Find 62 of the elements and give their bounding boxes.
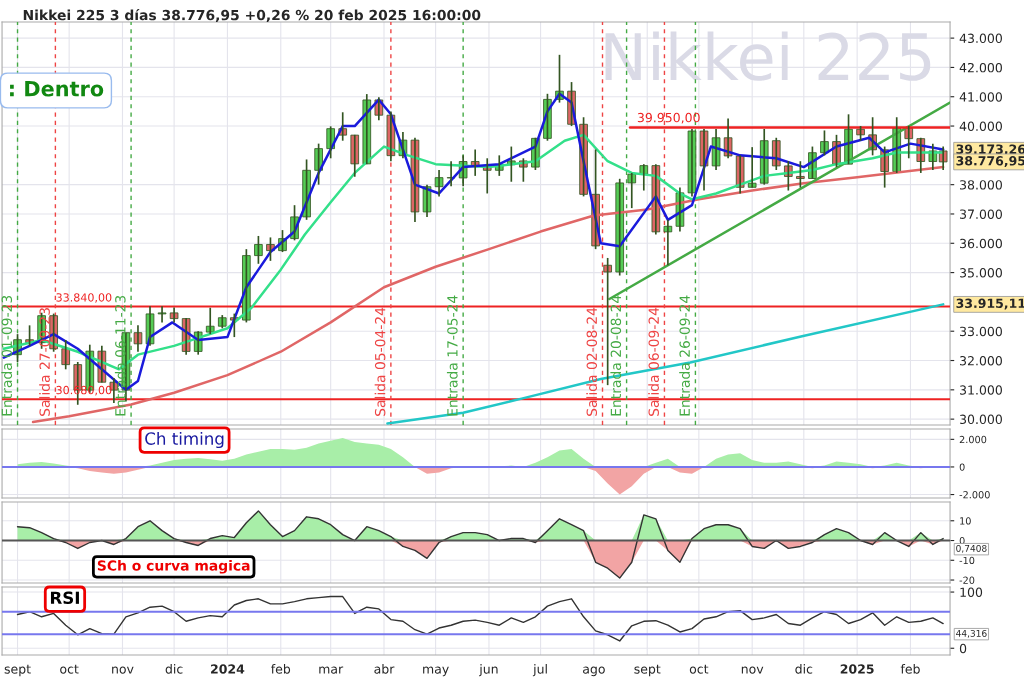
x-tick-label: ago (583, 666, 605, 677)
y-tick-label: 10 (960, 517, 971, 525)
chart-title: Nikkei 225 3 días 38.776,95 +0,26 % 20 feb 2025 16:00:00 (23, 9, 481, 23)
x-tick-label: may (423, 666, 449, 677)
ref-line-label: Entrada 17-05-24 (446, 295, 458, 416)
annotation: : Dentro (10, 81, 104, 97)
line-series (16, 510, 944, 579)
y-tick-label: 0 (959, 643, 967, 654)
y-tick-label: -2.000 (959, 491, 990, 499)
candlestick (663, 219, 673, 267)
candlestick (254, 235, 263, 265)
y-tick-label: 30.000 (960, 414, 1002, 425)
ref-line-label: Entrada 26-09-24 (679, 295, 690, 416)
y-tick-label: 0 (959, 537, 965, 545)
y-tick-label: 33.000 (960, 326, 1002, 337)
y-tick-label: -10 (959, 556, 975, 565)
x-tick-label: oct (689, 664, 709, 674)
ref-line-label: Entrada 01-09-23 (1, 295, 13, 416)
chart-title: RSI (50, 591, 79, 605)
x-tick-label: feb (271, 664, 291, 674)
x-tick-label: 2025 (840, 664, 874, 674)
x-tick-label: jul (532, 664, 547, 677)
y-tick-label: 31.000 (960, 385, 1002, 395)
text: 0,7408 (956, 544, 987, 553)
y-tick-label: 0 (959, 463, 965, 471)
ref-line-label: Salida 05-04-24 (374, 307, 386, 416)
y-tick-label: 37.000 (960, 209, 1002, 219)
x-tick-label: jun (479, 664, 498, 677)
ref-line-label: Salida 27-09-23 (39, 308, 50, 416)
candlestick (157, 305, 167, 324)
x-tick-label: sept (634, 664, 661, 677)
x-tick-label: nov (741, 666, 764, 674)
chart-title: Ch timing (145, 431, 224, 449)
y-tick-label: 32.000 (960, 355, 1002, 366)
annotation: 39.950,00 (637, 112, 700, 124)
ref-line-label: Entrada 06-11-23 (114, 295, 126, 416)
y-tick-label: 38.000 (960, 180, 1002, 190)
x-tick-label: dic (795, 664, 813, 674)
x-tick-label: mar (319, 666, 344, 674)
ref-line-label: Salida 06-09-24 (648, 307, 659, 416)
y-tick-label: 41.000 (959, 92, 1002, 102)
x-tick-label: abr (374, 664, 395, 674)
y-tick-label: 42.000 (959, 62, 1002, 73)
x-tick-label: feb (900, 664, 920, 674)
y-tick-label: -20 (959, 576, 975, 584)
ref-line-label: 33.840,00 (56, 293, 112, 303)
text: 44,316 (956, 629, 987, 638)
y-tick-label: 100 (960, 587, 983, 597)
candlestick (446, 160, 456, 187)
ref-line-label: Entrada 20-08-24 (610, 295, 622, 416)
x-tick-label: dic (165, 664, 183, 674)
text: SCh o curva magica (97, 560, 250, 574)
x-tick-label: nov (112, 666, 134, 674)
x-tick-label: 2024 (211, 664, 245, 674)
y-tick-label: 35.000 (960, 268, 1002, 278)
x-tick-label: sept (4, 664, 31, 677)
y-tick-label: 36.000 (960, 238, 1002, 249)
ref-line-label: Salida 02-08-24 (586, 307, 598, 416)
y-tick-label: 2.000 (959, 435, 987, 444)
y-tick-label: 43.000 (959, 33, 1002, 44)
x-tick-label: oct (60, 664, 79, 674)
y-tick-label: 40.000 (959, 121, 1002, 131)
